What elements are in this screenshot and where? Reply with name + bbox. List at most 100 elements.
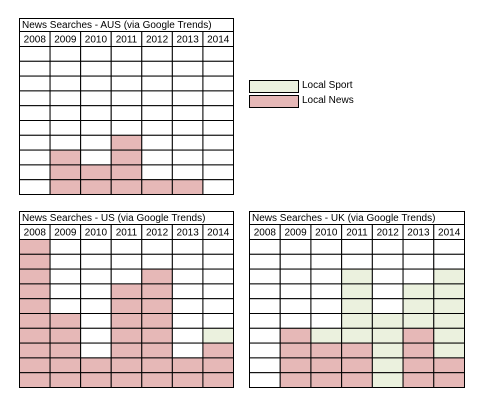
news-cell (141, 179, 173, 195)
empty-cell (202, 134, 234, 151)
empty-cell (371, 298, 404, 314)
legend-item-local-sport: Local Sport (249, 79, 359, 94)
empty-cell (171, 120, 204, 136)
empty-cell (402, 268, 435, 285)
empty-cell (19, 105, 51, 121)
uk-chart: News Searches - UK (via Google Trends) 2… (249, 211, 465, 388)
news-cell (141, 283, 173, 300)
year-label: 2014 (207, 35, 230, 46)
empty-cell (19, 164, 51, 181)
empty-cell (80, 75, 112, 92)
empty-cell (110, 253, 143, 270)
news-cell (202, 372, 234, 388)
news-cell (433, 357, 465, 374)
year-label: 2012 (377, 228, 400, 239)
news-cell (49, 342, 82, 359)
empty-cell (171, 75, 204, 92)
empty-cell (80, 298, 112, 314)
empty-cell (19, 60, 51, 77)
empty-cell (202, 268, 234, 285)
empty-cell (110, 239, 143, 255)
news-cell (49, 372, 82, 388)
empty-cell (202, 149, 234, 166)
sport-cell (341, 313, 373, 329)
empty-cell (171, 327, 204, 344)
empty-cell (80, 120, 112, 136)
empty-cell (80, 60, 112, 77)
news-cell (171, 372, 204, 388)
empty-cell (49, 134, 82, 151)
legend-label: Local News (302, 95, 354, 106)
empty-cell (80, 105, 112, 121)
empty-cell (141, 46, 173, 62)
news-cell (49, 149, 82, 166)
empty-cell (249, 357, 281, 374)
empty-cell (171, 342, 204, 359)
year-label: 2011 (116, 35, 138, 46)
empty-cell (341, 239, 373, 255)
empty-cell (19, 179, 51, 195)
empty-cell (202, 283, 234, 300)
empty-cell (80, 253, 112, 270)
news-cell (19, 239, 51, 255)
empty-cell (141, 105, 173, 121)
sport-cell (433, 298, 465, 314)
empty-cell (49, 75, 82, 92)
empty-cell (249, 327, 281, 344)
legend-item-local-news: Local News (249, 94, 359, 109)
news-cell (80, 179, 112, 195)
empty-cell (49, 239, 82, 255)
year-label: 2010 (85, 228, 108, 239)
empty-cell (80, 268, 112, 285)
empty-cell (110, 120, 143, 136)
news-cell (19, 342, 51, 359)
news-cell (110, 134, 143, 151)
empty-cell (202, 313, 234, 329)
empty-cell (49, 60, 82, 77)
empty-cell (141, 149, 173, 166)
empty-cell (371, 253, 404, 270)
news-cell (141, 372, 173, 388)
news-cell (402, 327, 435, 344)
empty-cell (171, 253, 204, 270)
news-cell (80, 164, 112, 181)
empty-cell (80, 90, 112, 107)
news-cell (110, 342, 143, 359)
empty-cell (80, 313, 112, 329)
empty-cell (279, 283, 312, 300)
empty-cell (49, 46, 82, 62)
year-label: 2008 (24, 228, 47, 239)
sport-cell (433, 283, 465, 300)
news-cell (171, 179, 204, 195)
empty-cell (49, 120, 82, 136)
news-cell (19, 327, 51, 344)
empty-cell (171, 298, 204, 314)
empty-cell (49, 253, 82, 270)
empty-cell (341, 253, 373, 270)
empty-cell (310, 313, 343, 329)
news-cell (80, 357, 112, 374)
empty-cell (19, 134, 51, 151)
sport-cell (371, 372, 404, 388)
news-cell (110, 298, 143, 314)
year-label: 2013 (407, 228, 430, 239)
empty-cell (310, 239, 343, 255)
news-cell (141, 327, 173, 344)
empty-cell (279, 313, 312, 329)
year-label: 2008 (24, 35, 47, 46)
empty-cell (171, 268, 204, 285)
empty-cell (141, 90, 173, 107)
news-cell (19, 313, 51, 329)
news-cell (171, 357, 204, 374)
news-cell (310, 342, 343, 359)
news-cell (279, 357, 312, 374)
news-cell (141, 298, 173, 314)
empty-cell (433, 253, 465, 270)
empty-cell (19, 149, 51, 166)
news-cell (110, 357, 143, 374)
news-cell (341, 342, 373, 359)
empty-cell (141, 164, 173, 181)
empty-cell (310, 283, 343, 300)
empty-cell (110, 60, 143, 77)
news-cell (49, 327, 82, 344)
